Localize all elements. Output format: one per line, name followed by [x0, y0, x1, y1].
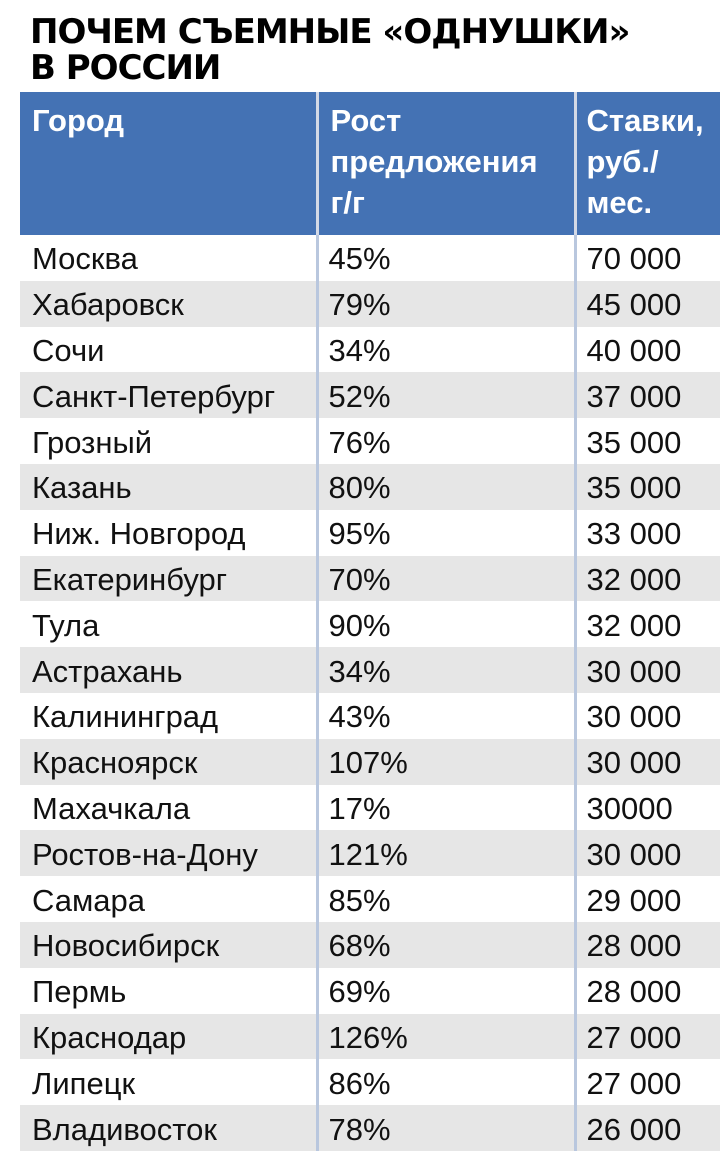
table-row: Хабаровск 79% 45 000	[20, 280, 720, 327]
city-cell: Красноярск	[20, 738, 317, 785]
rate-cell: 30000	[573, 784, 720, 831]
city-cell: Грозный	[20, 418, 317, 464]
table-row: Сочи 34% 40 000	[20, 326, 720, 373]
column-header-rate-line: мес.	[586, 185, 653, 220]
growth-cell: 17%	[315, 784, 575, 831]
page-title: ПОЧЕМ СЪЕМНЫЕ «ОДНУШКИ» В РОССИИ	[30, 14, 720, 86]
growth-cell: 107%	[315, 738, 575, 785]
city-cell: Владивосток	[20, 1105, 317, 1151]
rate-cell: 30 000	[573, 647, 720, 693]
city-cell: Липецк	[20, 1059, 317, 1106]
column-header-growth-line: Рост	[330, 103, 402, 138]
column-header-growth: Рост предложения г/г	[315, 92, 575, 235]
city-cell: Москва	[20, 235, 317, 281]
growth-cell: 68%	[315, 921, 575, 968]
table-row: Ниж. Новгород 95% 33 000	[20, 509, 720, 556]
table-row: Тула 90% 32 000	[20, 601, 720, 648]
rate-cell: 30 000	[573, 692, 720, 739]
rate-cell: 35 000	[573, 463, 720, 510]
table-row: Санкт-Петербург 52% 37 000	[20, 372, 720, 419]
growth-cell: 52%	[315, 372, 575, 419]
table-row: Ростов-на-Дону 121% 30 000	[20, 830, 720, 877]
city-cell: Махачкала	[20, 784, 317, 831]
rate-cell: 27 000	[573, 1059, 720, 1106]
rate-cell: 40 000	[573, 326, 720, 373]
table-row: Москва 45% 70 000	[20, 235, 720, 281]
growth-cell: 69%	[315, 967, 575, 1014]
growth-cell: 79%	[315, 280, 575, 327]
growth-cell: 126%	[315, 1013, 575, 1060]
rate-cell: 33 000	[573, 509, 720, 556]
table-row: Липецк 86% 27 000	[20, 1059, 720, 1106]
city-cell: Ростов-на-Дону	[20, 830, 317, 877]
header-row: Город Рост предложения г/г Ставки, руб./…	[20, 92, 720, 235]
growth-cell: 34%	[315, 326, 575, 373]
growth-cell: 34%	[315, 647, 575, 693]
growth-cell: 70%	[315, 555, 575, 602]
growth-cell: 86%	[315, 1059, 575, 1106]
table-row: Краснодар 126% 27 000	[20, 1013, 720, 1060]
rate-cell: 30 000	[573, 738, 720, 785]
growth-cell: 85%	[315, 876, 575, 922]
growth-cell: 95%	[315, 509, 575, 556]
growth-cell: 43%	[315, 692, 575, 739]
city-cell: Краснодар	[20, 1013, 317, 1060]
table-row: Самара 85% 29 000	[20, 876, 720, 922]
column-header-rate: Ставки, руб./ мес.	[573, 92, 720, 235]
title-line-1: ПОЧЕМ СЪЕМНЫЕ «ОДНУШКИ»	[30, 12, 630, 52]
table-row: Казань 80% 35 000	[20, 463, 720, 510]
city-cell: Екатеринбург	[20, 555, 317, 602]
column-header-rate-line: руб./	[586, 144, 659, 179]
rate-cell: 35 000	[573, 418, 720, 464]
table-row: Пермь 69% 28 000	[20, 967, 720, 1014]
growth-cell: 121%	[315, 830, 575, 877]
rent-table-container: Город Рост предложения г/г Ставки, руб./…	[20, 92, 720, 1152]
rate-cell: 45 000	[573, 280, 720, 327]
city-cell: Пермь	[20, 967, 317, 1014]
rate-cell: 29 000	[573, 876, 720, 922]
rent-table: Город Рост предложения г/г Ставки, руб./…	[20, 92, 720, 1151]
table-row: Екатеринбург 70% 32 000	[20, 555, 720, 602]
table-body: Москва 45% 70 000 Хабаровск 79% 45 000 Сочи 34%…	[20, 235, 720, 1151]
column-header-city-line: Город	[32, 103, 125, 138]
table-row: Калининград 43% 30 000	[20, 692, 720, 739]
rate-cell: 32 000	[573, 601, 720, 648]
rate-cell: 37 000	[573, 372, 720, 419]
table-row: Красноярск 107% 30 000	[20, 738, 720, 785]
city-cell: Казань	[20, 463, 317, 510]
rate-cell: 32 000	[573, 555, 720, 602]
rate-cell: 26 000	[573, 1105, 720, 1151]
rate-cell: 28 000	[573, 921, 720, 968]
growth-cell: 45%	[315, 235, 575, 281]
growth-cell: 80%	[315, 463, 575, 510]
city-cell: Санкт-Петербург	[20, 372, 317, 419]
rate-cell: 70 000	[573, 235, 720, 281]
growth-cell: 76%	[315, 418, 575, 464]
rate-cell: 27 000	[573, 1013, 720, 1060]
column-header-rate-line: Ставки,	[586, 103, 704, 138]
table-header: Город Рост предложения г/г Ставки, руб./…	[20, 92, 720, 235]
city-cell: Новосибирск	[20, 921, 317, 968]
growth-cell: 78%	[315, 1105, 575, 1151]
rate-cell: 30 000	[573, 830, 720, 877]
table-row: Владивосток 78% 26 000	[20, 1105, 720, 1151]
city-cell: Астрахань	[20, 647, 317, 693]
city-cell: Самара	[20, 876, 317, 922]
city-cell: Калининград	[20, 692, 317, 739]
column-header-growth-line: г/г	[330, 185, 365, 220]
table-row: Новосибирск 68% 28 000	[20, 921, 720, 968]
city-cell: Ниж. Новгород	[20, 509, 317, 556]
column-header-city: Город	[20, 92, 317, 235]
title-line-2: В РОССИИ	[30, 48, 221, 88]
table-row: Грозный 76% 35 000	[20, 418, 720, 464]
table-row: Махачкала 17% 30000	[20, 784, 720, 831]
table-row: Астрахань 34% 30 000	[20, 647, 720, 693]
city-cell: Тула	[20, 601, 317, 648]
column-header-growth-line: предложения	[330, 144, 538, 179]
growth-cell: 90%	[315, 601, 575, 648]
city-cell: Сочи	[20, 326, 317, 373]
city-cell: Хабаровск	[20, 280, 317, 327]
rate-cell: 28 000	[573, 967, 720, 1014]
